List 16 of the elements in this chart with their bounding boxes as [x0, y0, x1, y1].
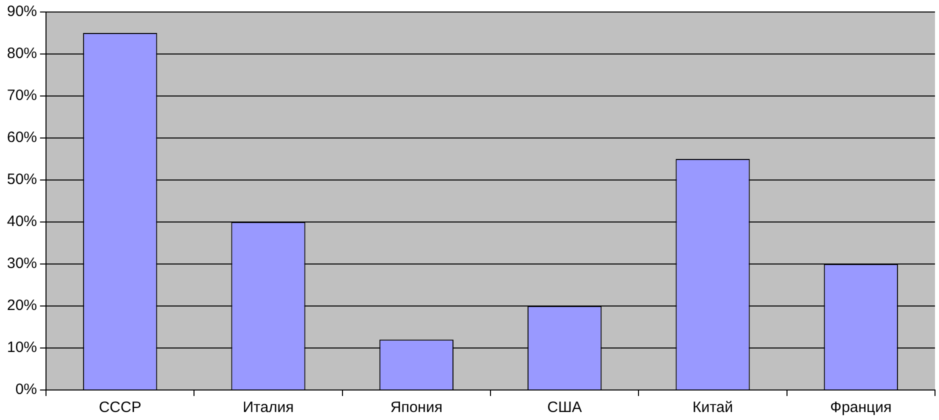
y-tick-label: 50% — [6, 171, 38, 188]
y-tick-label: 70% — [6, 87, 38, 104]
x-tick-label: Франция — [830, 399, 892, 416]
y-tick-label: 0% — [15, 381, 38, 398]
x-tick-label: Китай — [692, 399, 734, 416]
y-tick-label: 90% — [6, 3, 38, 20]
y-tick-label: 30% — [6, 255, 38, 272]
x-tick-label: СССР — [98, 399, 142, 416]
x-tick-label: США — [547, 399, 582, 416]
y-tick-label: 10% — [6, 339, 38, 356]
x-tick-label: Япония — [390, 399, 442, 416]
y-tick-label: 60% — [6, 129, 38, 146]
y-tick-label: 80% — [6, 45, 38, 62]
x-tick-label: Италия — [242, 399, 294, 416]
y-tick-label: 40% — [6, 213, 38, 230]
y-tick-label: 20% — [6, 297, 38, 314]
